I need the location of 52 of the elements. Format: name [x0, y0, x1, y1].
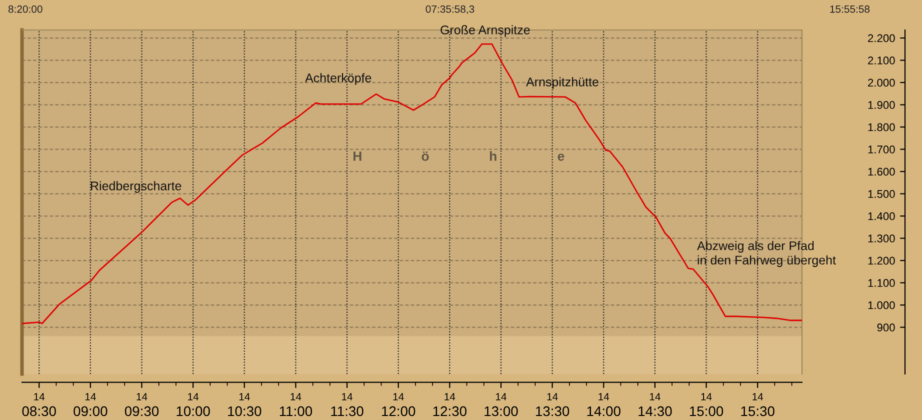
x-tick-label: 10:00: [176, 406, 210, 416]
text: 14: [496, 393, 506, 400]
y-tick-label: 1.000: [868, 301, 895, 310]
text: 14: [547, 393, 558, 400]
y-tick-label: 2.200: [868, 34, 895, 42]
x-tick-label: 09:00: [74, 406, 108, 416]
text: 14: [34, 393, 45, 400]
text: 14: [290, 393, 302, 400]
y-tick-label: 1.100: [868, 279, 895, 287]
y-tick-label: 1.500: [868, 190, 895, 198]
y-tick-label: 1.900: [868, 101, 895, 109]
x-tick-label: 15:00: [690, 406, 724, 416]
text: 14: [85, 393, 96, 400]
x-tick-label: 09:30: [124, 406, 159, 416]
y-tick-label: 1.400: [868, 212, 895, 220]
y-tick-label: 1.600: [868, 168, 895, 176]
y-tick-label: 1.300: [868, 234, 895, 242]
text: 14: [650, 393, 660, 400]
text: 14: [393, 393, 404, 400]
y-tick-label: 2.100: [868, 56, 895, 64]
y-tick-label: 2.000: [868, 78, 895, 87]
x-tick-label: 13:30: [536, 406, 570, 416]
text: 14: [598, 393, 610, 400]
text: 14: [444, 393, 456, 400]
text: 07:35:58,3: [426, 5, 474, 14]
annotation: Arnspitzhütte: [526, 77, 598, 89]
text: 14: [188, 393, 199, 400]
annotation: Große Arnspitze: [440, 25, 530, 37]
x-tick-label: 12:30: [433, 406, 466, 416]
y-tick-label: 1.700: [868, 146, 895, 154]
x-tick-label: 13:00: [484, 406, 518, 416]
x-tick-label: 15:30: [741, 406, 774, 416]
y-tick-label: 900: [877, 324, 895, 332]
x-tick-label: 10:30: [228, 406, 262, 416]
text: 14: [239, 393, 250, 400]
text: 15:55:58: [830, 5, 870, 13]
y-tick-label: 1.200: [868, 256, 895, 265]
annotation: Abzweig als der Pfad in den Fahrweg übergeht: [697, 240, 836, 268]
y-tick-label: 1.800: [868, 123, 895, 132]
text: 14: [752, 393, 764, 400]
x-tick-label: 14:30: [638, 406, 672, 416]
x-tick-label: 08:30: [22, 406, 56, 416]
text: 14: [342, 393, 353, 400]
text: 14: [136, 393, 148, 400]
text: 14: [701, 393, 712, 400]
x-tick-label: 11:30: [331, 406, 364, 416]
x-tick-label: 14:00: [587, 406, 620, 416]
text: 8:20:00: [8, 5, 42, 13]
annotation: Achterköpfe: [305, 73, 372, 85]
x-tick-label: 11:00: [280, 406, 312, 416]
x-tick-label: 12:00: [382, 406, 416, 416]
annotation: Riedbergscharte: [91, 181, 182, 193]
